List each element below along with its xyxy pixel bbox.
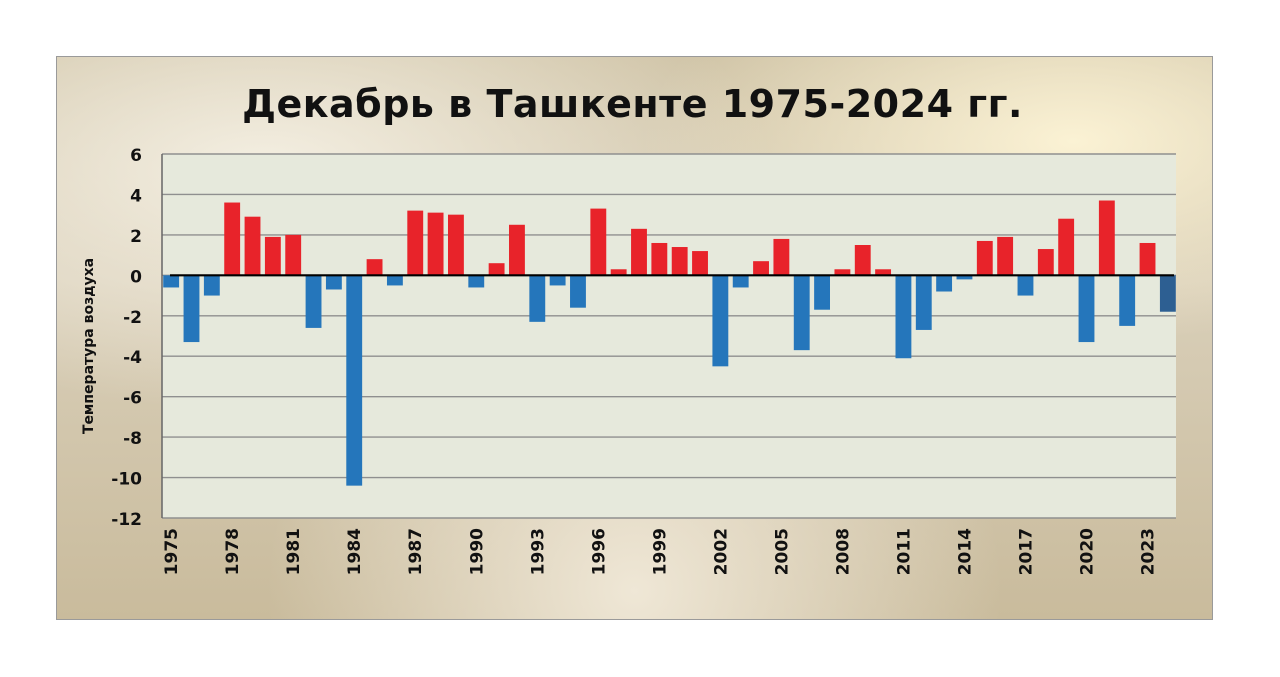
x-tick-label: 1975: [162, 528, 182, 575]
bar-2018: [1037, 249, 1054, 276]
bar-1991: [488, 263, 505, 276]
bar-2002: [712, 275, 729, 367]
bar-1992: [509, 224, 525, 276]
plot-area: [162, 154, 1176, 518]
bar-2014: [956, 275, 973, 280]
bar-1994: [549, 275, 566, 286]
bar-2013: [936, 275, 953, 292]
x-tick-label: 2005: [772, 528, 792, 575]
bar-2006: [793, 275, 810, 351]
bar-2019: [1058, 218, 1075, 276]
y-tick-label: -6: [123, 389, 142, 409]
bar-1987: [407, 210, 424, 276]
bar-2023: [1139, 242, 1156, 276]
x-tick-label: 2008: [833, 528, 853, 575]
bar-2017: [1017, 275, 1034, 296]
y-tick-label: -12: [111, 510, 142, 530]
x-tick-label: 2023: [1139, 528, 1159, 575]
bar-2015: [976, 240, 993, 276]
x-tick-label: 1996: [589, 528, 609, 575]
bar-1981: [285, 234, 302, 276]
bar-2000: [671, 247, 688, 276]
x-tick-label: 1978: [223, 528, 243, 575]
bar-2020: [1078, 275, 1095, 343]
x-tick-label: 1993: [528, 528, 548, 575]
bar-1983: [325, 275, 342, 290]
y-tick-label: -8: [123, 429, 142, 449]
bar-2022: [1119, 275, 1136, 326]
bar-2005: [773, 238, 790, 276]
bar-2001: [692, 251, 708, 276]
x-tick-label: 1987: [406, 528, 426, 575]
bar-1996: [590, 208, 607, 276]
x-tick-label: 1990: [467, 528, 487, 575]
bar-2016: [997, 236, 1014, 276]
bar-2012: [915, 275, 932, 330]
y-tick-label: 4: [130, 186, 142, 206]
bar-2024: [1159, 275, 1176, 312]
bar-1998: [631, 228, 647, 276]
bar-2010: [875, 269, 892, 276]
bar-2011: [895, 275, 912, 359]
x-tick-label: 2017: [1016, 528, 1036, 575]
bar-1984: [346, 275, 363, 486]
bar-2009: [854, 245, 871, 276]
x-tick-label: 2014: [955, 528, 975, 575]
y-tick-label: -2: [123, 308, 142, 328]
y-tick-label: 0: [130, 267, 142, 287]
bar-1980: [264, 236, 281, 276]
y-axis-label: Температура воздуха: [81, 258, 97, 434]
bar-1985: [366, 259, 383, 276]
bar-1999: [651, 242, 668, 276]
bar-2007: [814, 275, 830, 310]
x-tick-label: 2020: [1077, 528, 1097, 575]
bar-1975: [163, 275, 180, 288]
bar-1978: [224, 202, 241, 276]
bar-1993: [529, 275, 546, 322]
chart-title: Декабрь в Ташкенте 1975-2024 гг.: [242, 82, 1023, 126]
bar-2004: [753, 261, 769, 276]
bar-2008: [834, 269, 851, 276]
x-tick-label: 2011: [894, 528, 914, 575]
x-tick-label: 1984: [345, 528, 365, 575]
bar-1976: [183, 275, 200, 343]
y-tick-label: -4: [123, 348, 142, 368]
y-tick-label: -10: [111, 470, 142, 490]
bar-1982: [305, 275, 322, 328]
y-axis-tick-labels: 6 4 2 0 -2 -4 -6 -8 -10 -12: [111, 146, 142, 530]
bar-1986: [386, 275, 403, 286]
bars: [163, 200, 1176, 486]
x-tick-label: 2002: [711, 528, 731, 575]
y-tick-label: 2: [130, 227, 142, 247]
bar-1977: [203, 275, 220, 296]
bar-2003: [732, 275, 749, 288]
x-axis-tick-labels: 1975 1978 1981 1984 1987 1990 1993 1996 1999 2002…: [162, 528, 1158, 575]
bar-1997: [610, 269, 627, 276]
bar-1990: [468, 275, 485, 288]
bar-1989: [447, 214, 464, 276]
y-tick-label: 6: [130, 146, 142, 166]
bar-1995: [570, 275, 586, 308]
x-tick-label: 1999: [650, 528, 670, 575]
bar-1979: [244, 216, 261, 276]
bar-1988: [427, 212, 444, 276]
bar-2021: [1098, 200, 1115, 276]
x-tick-label: 1981: [284, 528, 304, 575]
